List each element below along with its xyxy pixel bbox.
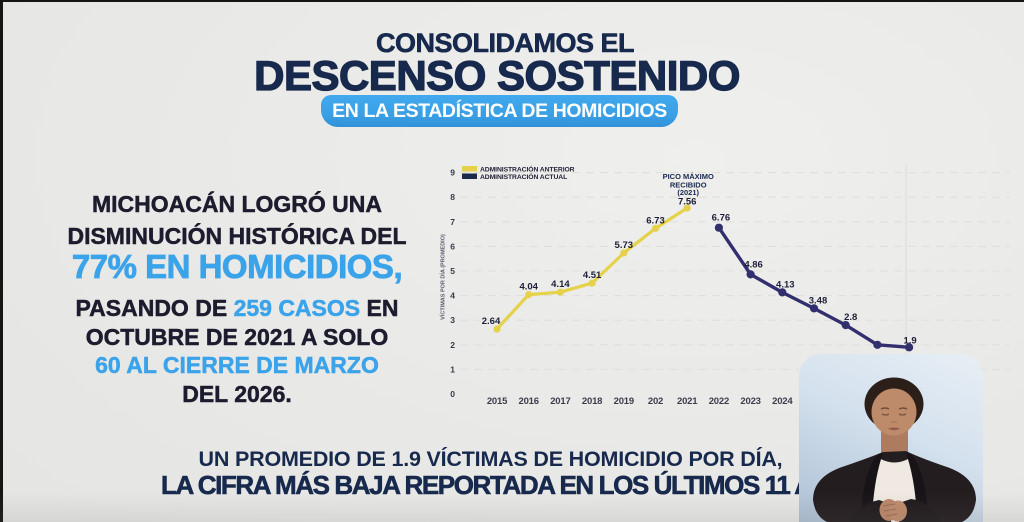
- svg-text:PICO MÁXIMO: PICO MÁXIMO: [663, 172, 714, 181]
- svg-text:5.73: 5.73: [615, 240, 634, 251]
- svg-text:3: 3: [450, 315, 455, 325]
- svg-text:RECIBIDO: RECIBIDO: [670, 181, 707, 190]
- svg-text:2017: 2017: [550, 396, 570, 407]
- svg-text:2019: 2019: [614, 396, 634, 407]
- svg-text:4.86: 4.86: [744, 259, 763, 270]
- svg-text:1.9: 1.9: [903, 335, 916, 346]
- svg-text:4.51: 4.51: [583, 270, 602, 281]
- svg-text:2024: 2024: [772, 396, 793, 407]
- svg-text:VÍCTIMAS POR DÍA (PROMEDIO): VÍCTIMAS POR DÍA (PROMEDIO): [439, 234, 447, 320]
- svg-text:ADMINISTRACIÓN ANTERIOR: ADMINISTRACIÓN ANTERIOR: [480, 165, 575, 174]
- svg-text:5: 5: [450, 266, 455, 276]
- svg-text:2.64: 2.64: [482, 316, 501, 327]
- svg-text:2.8: 2.8: [844, 312, 857, 323]
- svg-text:202: 202: [648, 396, 663, 407]
- svg-text:6: 6: [450, 241, 455, 251]
- svg-text:(2021): (2021): [677, 188, 699, 197]
- svg-text:6.73: 6.73: [646, 215, 665, 226]
- svg-text:7.56: 7.56: [678, 197, 697, 208]
- svg-text:2015: 2015: [487, 396, 508, 407]
- svg-text:2: 2: [450, 340, 455, 350]
- svg-text:2021: 2021: [677, 396, 698, 407]
- svg-text:8: 8: [450, 192, 455, 202]
- svg-text:2018: 2018: [582, 396, 602, 407]
- svg-text:2016: 2016: [519, 396, 539, 407]
- svg-text:2023: 2023: [740, 396, 760, 407]
- svg-text:1: 1: [450, 364, 455, 374]
- svg-text:7: 7: [450, 217, 455, 227]
- svg-text:0: 0: [450, 389, 455, 399]
- svg-text:4.04: 4.04: [519, 282, 538, 293]
- svg-text:2022: 2022: [709, 396, 729, 407]
- svg-text:4.13: 4.13: [776, 279, 795, 290]
- svg-text:9: 9: [450, 168, 455, 178]
- svg-text:3.48: 3.48: [809, 295, 828, 306]
- svg-text:6.76: 6.76: [712, 213, 731, 224]
- svg-text:ADMINISTRACIÓN ACTUAL: ADMINISTRACIÓN ACTUAL: [480, 172, 567, 181]
- svg-text:4: 4: [450, 291, 455, 301]
- svg-text:4.14: 4.14: [551, 279, 570, 290]
